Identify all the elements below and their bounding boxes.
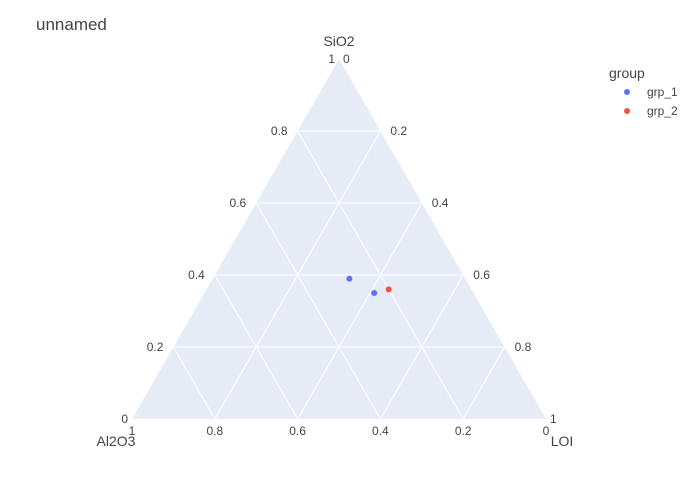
gridline-b bbox=[172, 346, 216, 420]
tick-label: 1 bbox=[550, 412, 557, 426]
tick-label: 0.2 bbox=[390, 124, 407, 138]
axis-title-loi: LOI bbox=[551, 433, 574, 449]
axis-title-sio2: SiO2 bbox=[323, 33, 354, 49]
tick-label: 0 bbox=[343, 52, 350, 66]
legend-marker bbox=[624, 89, 630, 95]
tick-label: 0.8 bbox=[515, 340, 532, 354]
tick-label: 0.2 bbox=[147, 340, 164, 354]
data-point-grp_1 bbox=[371, 290, 378, 296]
legend-item-grp-1[interactable]: grp_1 bbox=[624, 85, 678, 99]
tick-label: 0.4 bbox=[188, 268, 205, 282]
tick-label: 0.2 bbox=[455, 424, 472, 438]
gridline-b bbox=[214, 274, 299, 420]
gridline-c bbox=[297, 202, 423, 420]
gridline-c bbox=[379, 274, 464, 420]
data-point-grp_2 bbox=[385, 286, 392, 293]
chart-title: unnamed bbox=[36, 15, 107, 34]
tick-label: 1 bbox=[328, 52, 335, 66]
tick-labels: 0.20.20.20.40.40.40.60.60.60.80.80.81 001… bbox=[121, 52, 557, 438]
legend-label: grp_2 bbox=[647, 104, 678, 118]
tick-label: 0.6 bbox=[230, 196, 247, 210]
legend-label: grp_1 bbox=[647, 85, 678, 99]
axis-title-al2o3: Al2O3 bbox=[97, 433, 136, 449]
tick-label: 0.6 bbox=[289, 424, 306, 438]
tick-label: 0.6 bbox=[473, 268, 490, 282]
plot-background bbox=[132, 59, 546, 419]
gridlines bbox=[172, 130, 506, 420]
tick-label: 0 bbox=[121, 412, 128, 426]
tick-label: 0.4 bbox=[372, 424, 389, 438]
tick-label: 0 bbox=[543, 424, 550, 438]
legend-title: group bbox=[609, 65, 645, 81]
gridline-b bbox=[255, 202, 381, 420]
data-points bbox=[346, 275, 392, 296]
tick-label: 0.8 bbox=[271, 124, 288, 138]
legend: group grp_1 grp_2 bbox=[609, 65, 678, 118]
gridline-c bbox=[462, 346, 506, 420]
tick-label: 1 bbox=[129, 424, 136, 438]
tick-label: 0.4 bbox=[432, 196, 449, 210]
legend-item-grp-2[interactable]: grp_2 bbox=[624, 104, 678, 118]
data-point-grp_1 bbox=[346, 275, 353, 282]
legend-marker bbox=[624, 108, 630, 114]
tick-label: 0.8 bbox=[206, 424, 223, 438]
